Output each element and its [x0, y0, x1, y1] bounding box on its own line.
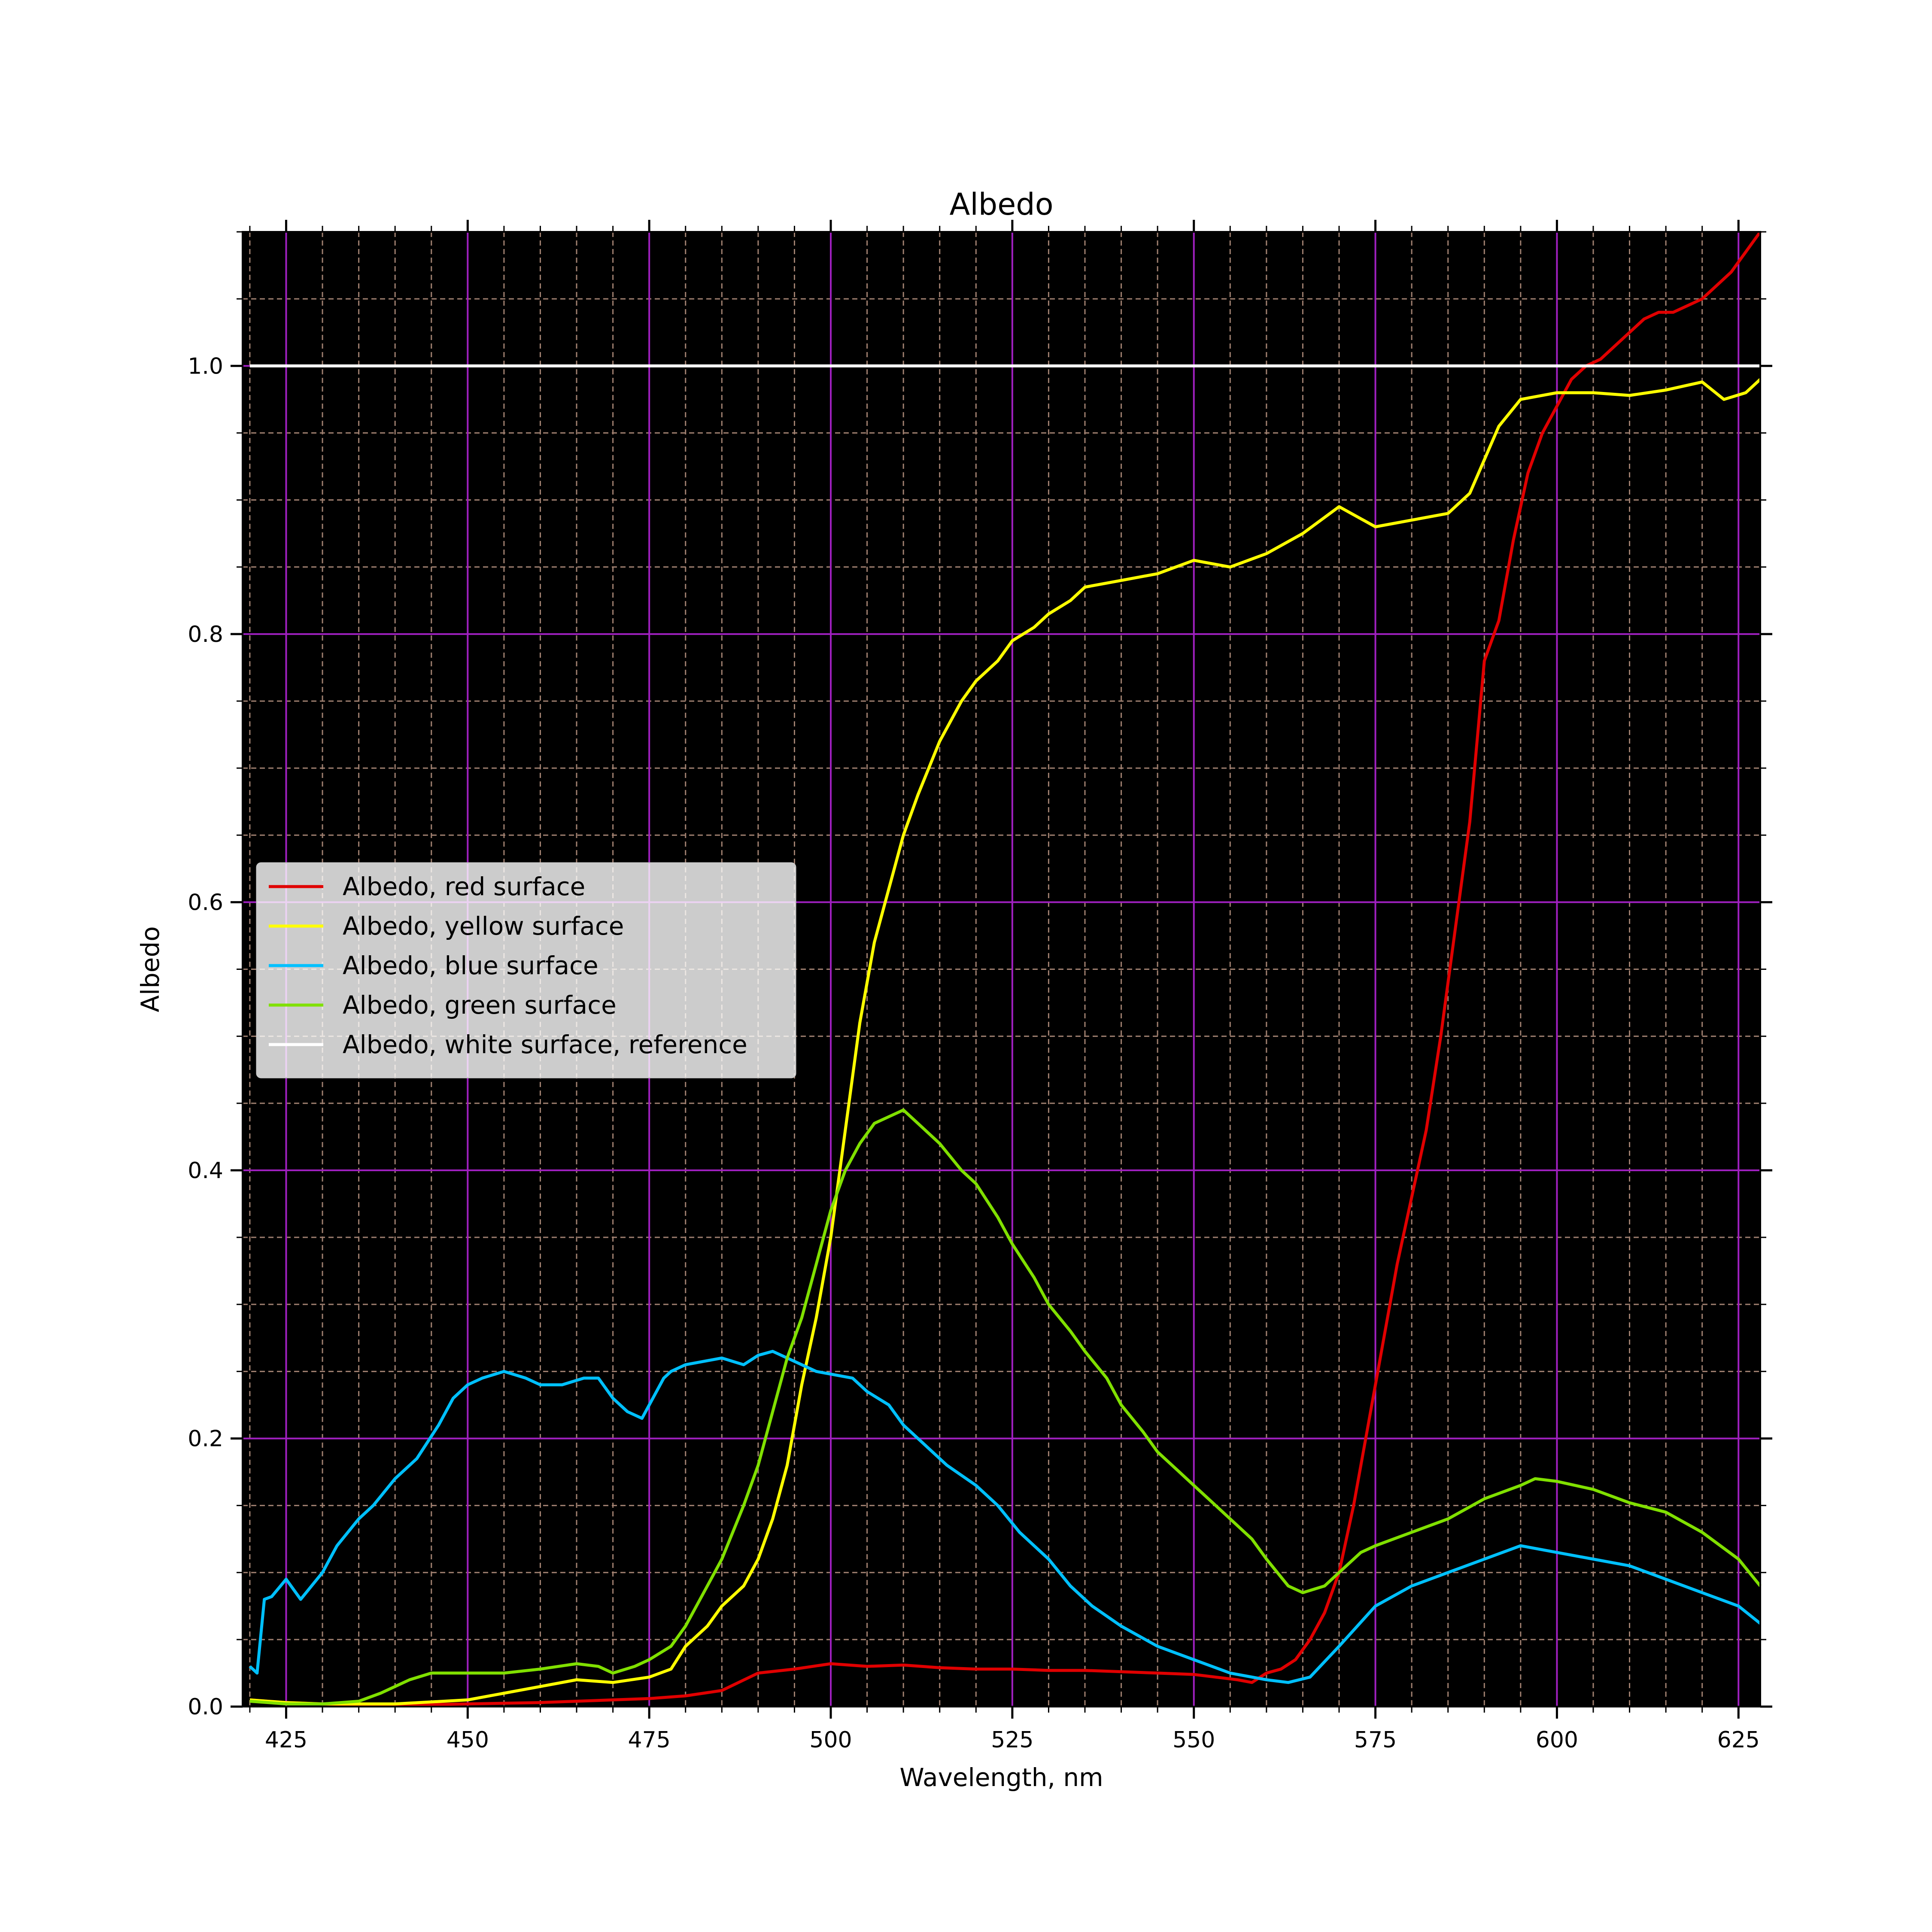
x-tick-label: 575 — [1354, 1727, 1397, 1753]
series-line — [249, 378, 1762, 1706]
x-tick-label: 625 — [1717, 1727, 1760, 1753]
y-tick-label: 0.6 — [188, 890, 223, 915]
y-tick-label: 1.0 — [188, 353, 223, 379]
x-tick-label: 425 — [265, 1727, 307, 1753]
y-tick-label: 0.2 — [188, 1426, 223, 1452]
series-line — [249, 231, 1762, 1707]
legend-label: Albedo, green surface — [343, 990, 617, 1020]
legend: Albedo, red surface Albedo, yellow surfac… — [256, 862, 796, 1078]
series-layer — [249, 231, 1762, 1707]
x-tick-label: 500 — [809, 1727, 852, 1753]
series-line — [249, 1108, 1762, 1706]
legend-box — [256, 862, 796, 1078]
x-tick-label: 600 — [1536, 1727, 1578, 1753]
legend-label: Albedo, blue surface — [343, 951, 598, 980]
y-tick-label: 0.8 — [188, 622, 223, 647]
y-axis-label: Albedo — [136, 926, 165, 1012]
x-axis-label: Wavelength, nm — [899, 1763, 1103, 1792]
series-line — [249, 1350, 1762, 1684]
y-tick-label: 0.0 — [188, 1694, 223, 1720]
minor-grid — [243, 231, 1760, 1707]
x-tick-label: 525 — [991, 1727, 1033, 1753]
chart-title: Albedo — [949, 187, 1053, 222]
legend-label: Albedo, red surface — [343, 872, 585, 901]
legend-label: Albedo, yellow surface — [343, 911, 624, 941]
axis-ticks: 425 450 475 500 525 550 575 600 625 0.0 0.2 0.4 0.6 0… — [188, 220, 1772, 1753]
x-tick-label: 450 — [447, 1727, 489, 1753]
legend-label: Albedo, white surface, reference — [343, 1030, 747, 1059]
x-tick-label: 550 — [1173, 1727, 1215, 1753]
x-tick-label: 475 — [628, 1727, 671, 1753]
y-tick-label: 0.4 — [188, 1158, 223, 1184]
